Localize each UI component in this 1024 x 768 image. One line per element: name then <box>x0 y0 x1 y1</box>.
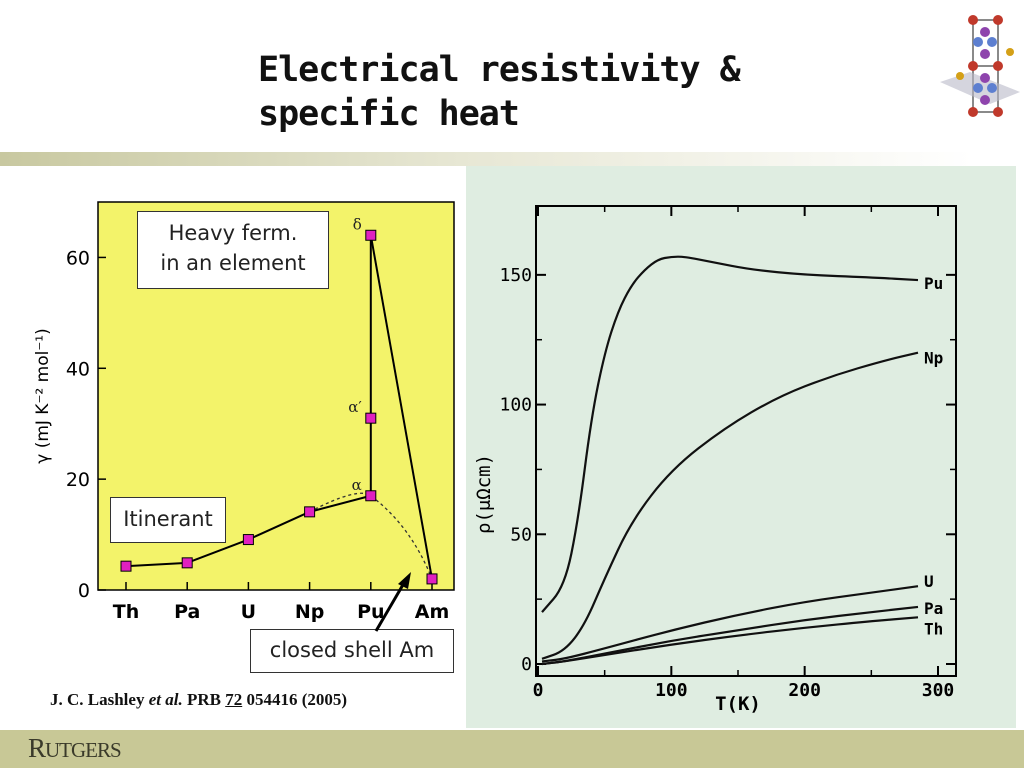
heavy-fermion-label: Heavy ferm. in an element <box>137 211 329 289</box>
y-axis-label: ρ(μΩcm) <box>473 454 495 534</box>
x-tick-label: 0 <box>533 680 544 701</box>
title-line-2: specific heat <box>258 94 520 134</box>
series-label-np: Np <box>924 349 943 368</box>
x-tick-label: Am <box>415 601 450 623</box>
resistivity-chart: ρ(μΩcm) T(K) 0 50 100 150 0 100 200 300 Pu Np UP… <box>466 166 1016 728</box>
series-line-pu <box>541 255 919 613</box>
citation-author: J. C. Lashley <box>50 690 149 709</box>
chart-left-frame <box>97 201 455 591</box>
bottom-band <box>0 730 1024 768</box>
rutgers-logo: RUTGERS <box>28 733 122 764</box>
citation-etal: et al. <box>148 690 183 709</box>
gamma-point <box>426 573 438 585</box>
x-tick-label: U <box>241 601 256 623</box>
gamma-line-segment <box>247 510 311 541</box>
chart-right-background <box>466 166 1016 728</box>
gamma-point <box>365 412 377 424</box>
citation-volume: 72 <box>225 690 243 709</box>
y-axis-label: γ (mJ K⁻² mol⁻¹) <box>33 328 53 464</box>
y-tick-label: 100 <box>499 395 532 416</box>
closed-shell-label: closed shell Am <box>250 629 454 673</box>
slide-title: Electrical resistivity & specific heat <box>258 48 741 136</box>
itinerant-label: Itinerant <box>110 497 226 543</box>
series-label-pu: Pu <box>924 274 943 293</box>
series-line-u <box>541 585 919 663</box>
x-tick-label: 100 <box>655 680 688 701</box>
series-line-th <box>541 616 919 666</box>
phase-label: α′ <box>348 398 362 416</box>
phase-label: δ <box>353 215 362 233</box>
y-tick-label: 20 <box>66 469 90 491</box>
crystal-lattice-icon <box>940 15 1020 117</box>
y-tick-label: 60 <box>66 247 90 269</box>
citation: J. C. Lashley et al. PRB 72 054416 (2005… <box>50 690 347 710</box>
gamma-line-segment <box>125 561 188 568</box>
chart-right-frame <box>535 205 957 677</box>
series-label-u: U <box>924 572 934 591</box>
y-tick-label: 40 <box>66 358 90 380</box>
gamma-line-segment <box>186 538 249 564</box>
citation-rest: 054416 (2005) <box>242 690 348 709</box>
top-band <box>0 152 1024 166</box>
x-tick-label: 300 <box>922 680 955 701</box>
series-line-np <box>541 351 919 660</box>
x-tick-label: 200 <box>788 680 821 701</box>
phase-label: α <box>352 476 362 494</box>
gamma-point <box>181 557 193 569</box>
gamma-point <box>242 534 254 546</box>
x-axis-label: T(K) <box>715 693 761 715</box>
citation-journal: PRB <box>182 690 226 709</box>
gamma-point <box>304 506 316 518</box>
heavy-fermion-line-1: Heavy ferm. <box>168 221 298 245</box>
gamma-point <box>120 560 132 572</box>
rutgers-initial: R <box>28 733 46 763</box>
gamma-line-segment <box>309 494 372 513</box>
dotted-alpha-curve <box>309 492 433 580</box>
y-tick-label: 0 <box>521 654 532 675</box>
heavy-fermion-line-2: in an element <box>160 251 306 275</box>
crystal-structure-logo <box>940 15 1020 117</box>
gamma-point <box>365 490 377 502</box>
series-label-th: Th <box>924 619 943 638</box>
rutgers-rest: UTGERS <box>45 738 122 762</box>
x-tick-label: Pu <box>357 601 384 623</box>
gamma-point <box>365 229 377 241</box>
x-tick-label: Pa <box>174 601 200 623</box>
x-tick-label: Th <box>113 601 140 623</box>
series-label-pa: Pa <box>924 599 943 618</box>
delta-am-line <box>369 235 433 580</box>
y-tick-label: 0 <box>78 580 90 602</box>
y-tick-label: 50 <box>510 524 532 545</box>
title-line-1: Electrical resistivity & <box>258 50 741 90</box>
x-tick-label: Np <box>295 601 325 623</box>
y-tick-label: 150 <box>499 265 532 286</box>
